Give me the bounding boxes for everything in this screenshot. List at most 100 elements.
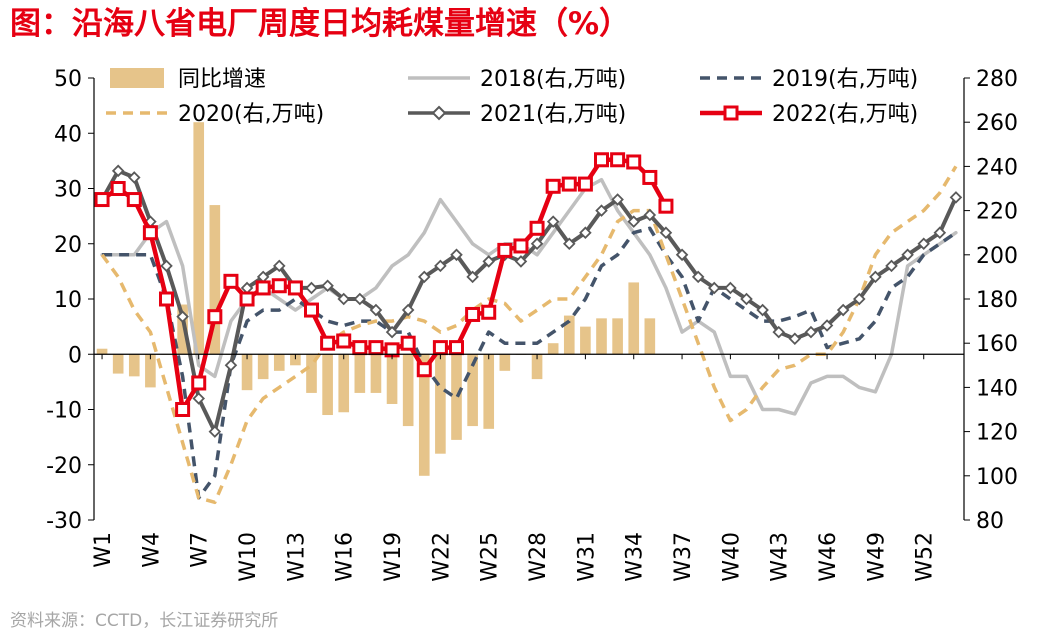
marker-2022-33	[610, 152, 626, 168]
bar-24	[467, 354, 478, 427]
x-tick-label: W22	[429, 532, 454, 582]
bar-series	[96, 122, 656, 476]
marker-2022-21	[416, 362, 432, 378]
marker-2021-39	[708, 281, 721, 295]
marker-2022-31	[577, 176, 593, 192]
marker-2021-16	[337, 292, 350, 306]
axes: 50403020100-10-20-3028026024022020018016…	[46, 67, 1018, 582]
x-tick-label: W28	[526, 532, 551, 582]
marker-2021-29	[546, 215, 560, 228]
line-series	[94, 152, 963, 505]
legend-label: 2018(右,万吨)	[480, 67, 626, 92]
bar-11	[257, 354, 269, 380]
legend-marker-diamond	[431, 105, 447, 121]
marker-2021-24	[466, 270, 479, 284]
marker-2021-40	[724, 281, 737, 295]
x-tick-label: W52	[913, 532, 938, 582]
marker-2022-11	[255, 280, 271, 296]
marker-2021-8	[208, 425, 222, 438]
marker-2022-6	[175, 402, 191, 417]
marker-2022-35	[642, 169, 658, 185]
marker-2021-21	[418, 270, 431, 284]
marker-2022-12	[271, 278, 287, 294]
marker-2022-23	[449, 340, 464, 356]
series-line-1	[100, 177, 958, 416]
series-line-3	[100, 165, 958, 505]
marker-2021-19	[385, 325, 399, 339]
left-tick-label: -30	[46, 509, 82, 534]
legend: 同比增速 2018(右,万吨) 2019(右,万吨) 2020(右,万吨) 2021(右…	[106, 67, 918, 127]
bar-20	[402, 354, 414, 427]
bar-12	[273, 354, 285, 371]
marker-2022-7	[191, 375, 207, 391]
bar-16	[338, 354, 350, 413]
right-tick-label: 80	[976, 509, 1004, 534]
marker-2021-52	[917, 237, 930, 251]
bar-1	[96, 348, 108, 355]
legend-label: 2021(右,万吨)	[480, 102, 626, 127]
right-tick-label: 240	[976, 155, 1018, 180]
marker-2021-25	[482, 255, 495, 268]
marker-2022-13	[287, 280, 303, 296]
legend-label: 2020(右,万吨)	[178, 102, 324, 127]
x-tick-label: W19	[381, 532, 406, 582]
legend-swatch-bar	[110, 68, 164, 88]
legend-label: 2022(右,万吨)	[772, 102, 918, 127]
marker-2021-51	[901, 248, 914, 262]
marker-2022-32	[594, 152, 609, 168]
marker-2021-17	[353, 292, 367, 306]
marker-2021-14	[305, 281, 318, 295]
left-tick-label: -20	[46, 454, 82, 479]
legend-marker-square	[723, 105, 739, 121]
bar-13	[290, 354, 301, 366]
marker-2021-46	[820, 319, 834, 332]
bar-31	[580, 326, 591, 355]
bar-30	[563, 315, 575, 355]
marker-2022-2	[110, 181, 126, 196]
left-tick-label: 0	[68, 343, 82, 368]
x-tick-label: W31	[574, 532, 599, 582]
marker-2022-20	[400, 335, 416, 351]
source-note: 资料来源：CCTD，长江证券研究所	[10, 611, 279, 631]
x-tick-label: W49	[864, 532, 889, 582]
x-tick-label: W37	[671, 532, 696, 582]
marker-2022-29	[545, 178, 561, 194]
right-tick-label: 100	[976, 465, 1018, 490]
legend-label: 2019(右,万吨)	[772, 67, 918, 92]
legend-label: 同比增速	[178, 67, 266, 92]
right-tick-label: 200	[976, 244, 1018, 269]
x-tick-label: W16	[333, 532, 358, 582]
marker-2022-1	[94, 192, 110, 208]
marker-2021-9	[224, 359, 238, 372]
marker-2021-6	[176, 310, 189, 323]
marker-2022-22	[432, 340, 448, 356]
bar-14	[306, 354, 317, 393]
left-tick-label: 10	[54, 288, 82, 313]
bar-3	[128, 354, 140, 377]
right-tick-label: 220	[976, 200, 1018, 225]
bar-23	[451, 354, 462, 440]
marker-2021-3	[128, 171, 141, 184]
marker-2022-17	[352, 340, 368, 356]
marker-2022-24	[465, 306, 481, 322]
marker-2021-35	[643, 208, 657, 222]
bar-8	[209, 205, 221, 355]
right-tick-label: 280	[976, 67, 1018, 92]
marker-2022-30	[561, 176, 577, 192]
marker-2022-25	[481, 304, 497, 320]
bar-33	[612, 318, 623, 355]
bar-34	[628, 282, 640, 355]
marker-2021-36	[659, 226, 673, 239]
marker-2021-47	[836, 303, 850, 317]
marker-2021-28	[530, 237, 544, 251]
x-tick-label: W40	[719, 532, 744, 582]
right-tick-label: 120	[976, 421, 1018, 446]
bar-10	[241, 354, 253, 391]
marker-2021-23	[450, 248, 463, 262]
marker-2021-7	[192, 392, 205, 405]
marker-2022-15	[320, 335, 336, 351]
bar-29	[547, 343, 559, 355]
marker-2021-45	[804, 325, 818, 339]
marker-2022-26	[497, 242, 513, 258]
x-tick-label: W25	[478, 532, 503, 582]
